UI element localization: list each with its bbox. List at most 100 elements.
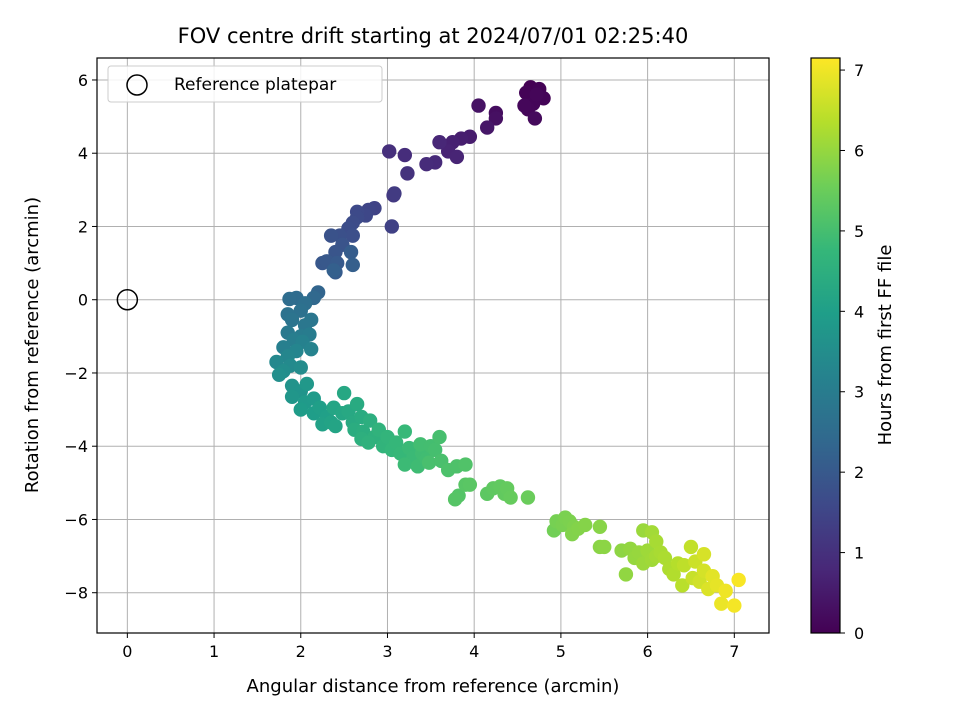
data-point — [432, 429, 447, 445]
data-point — [384, 219, 400, 234]
data-point — [382, 144, 397, 159]
data-point — [328, 418, 343, 434]
data-point — [271, 367, 287, 382]
x-axis-ticks: 0 1 2 3 4 5 6 7 — [122, 633, 739, 661]
data-point — [718, 583, 733, 599]
data-point — [597, 539, 612, 555]
data-point — [336, 385, 352, 401]
colorbar-tick-label: 2 — [854, 463, 864, 482]
data-point — [649, 534, 664, 549]
reference-marker-layer — [116, 288, 139, 311]
data-point — [293, 402, 308, 417]
legend-entry-reference: Reference platepar — [174, 75, 336, 95]
y-tick-label: −8 — [64, 584, 88, 603]
y-tick-label: 4 — [78, 144, 88, 163]
data-points — [269, 80, 746, 613]
data-point — [284, 312, 300, 328]
data-point — [362, 413, 378, 428]
data-point — [520, 490, 536, 505]
y-tick-label: 6 — [78, 71, 88, 90]
y-tick-label: 2 — [78, 217, 88, 236]
x-tick-label: 7 — [729, 642, 739, 661]
data-point — [449, 149, 465, 165]
y-tick-label: −6 — [64, 510, 88, 529]
data-point — [488, 111, 504, 126]
y-tick-label: −2 — [64, 364, 88, 383]
data-point — [345, 228, 360, 243]
data-point — [361, 435, 376, 450]
data-point — [326, 263, 341, 278]
y-axis-label: Rotation from reference (arcmin) — [22, 197, 43, 493]
colorbar-tick-label: 5 — [854, 222, 864, 241]
data-point — [527, 111, 543, 126]
x-axis-label: Angular distance from reference (arcmin) — [247, 676, 620, 697]
data-point — [714, 596, 729, 611]
colorbar-label: Hours from first FF file — [875, 245, 896, 446]
data-point — [458, 457, 473, 472]
data-point — [284, 389, 300, 404]
data-point — [419, 157, 434, 172]
legend: Reference platepar — [107, 65, 383, 103]
x-tick-label: 4 — [469, 642, 479, 661]
colorbar-gradient — [810, 57, 841, 634]
x-tick-label: 1 — [209, 642, 219, 661]
data-point — [427, 442, 443, 458]
data-point — [675, 578, 690, 593]
data-point — [323, 228, 339, 243]
data-point — [577, 517, 593, 533]
plot-frame — [96, 57, 770, 634]
legend-marker-icon — [126, 74, 148, 96]
data-point — [462, 477, 478, 492]
x-tick-label: 6 — [643, 642, 653, 661]
colorbar-tick-label: 3 — [854, 383, 864, 402]
x-tick-label: 2 — [296, 642, 306, 661]
data-point — [397, 424, 413, 439]
data-point — [666, 567, 681, 582]
data-point — [293, 360, 308, 375]
reference-platepar-marker — [116, 288, 139, 311]
data-point — [676, 558, 692, 573]
data-point — [432, 135, 447, 150]
data-point — [299, 376, 315, 392]
colorbar: 0 1 2 3 4 5 6 7 Hours from first FF file — [810, 57, 896, 643]
colorbar-tick-label: 7 — [854, 61, 864, 80]
data-point — [503, 490, 518, 505]
y-axis-ticks: −8 −6 −4 −2 0 2 4 6 — [64, 71, 97, 603]
y-tick-label: −4 — [64, 437, 88, 456]
colorbar-tick-label: 4 — [854, 302, 864, 321]
x-tick-label: 5 — [556, 642, 566, 661]
data-point — [400, 166, 415, 181]
data-point — [421, 455, 437, 470]
data-point — [618, 567, 634, 582]
colorbar-tick-label: 6 — [854, 141, 864, 160]
data-point — [328, 244, 343, 260]
data-point — [293, 303, 308, 318]
data-point — [592, 519, 608, 534]
data-point — [657, 550, 673, 566]
data-point — [731, 572, 746, 588]
x-tick-label: 3 — [382, 642, 392, 661]
data-point — [349, 396, 365, 412]
data-point — [683, 539, 699, 555]
data-point — [303, 341, 319, 357]
y-tick-label: 0 — [78, 291, 88, 310]
data-point — [529, 87, 544, 102]
data-point — [345, 257, 360, 273]
data-point — [727, 598, 742, 613]
x-tick-label: 0 — [122, 642, 132, 661]
grid-lines — [97, 58, 769, 633]
data-point — [397, 147, 413, 163]
data-point — [479, 120, 495, 135]
data-point — [388, 435, 404, 450]
colorbar-tick-label: 1 — [854, 544, 864, 563]
data-point — [282, 291, 297, 307]
data-point — [447, 492, 463, 507]
legend-box — [107, 65, 383, 103]
chart-title: FOV centre drift starting at 2024/07/01 … — [178, 24, 689, 48]
data-point — [387, 186, 402, 201]
data-point — [696, 547, 712, 562]
colorbar-tick-label: 0 — [854, 624, 864, 643]
data-point — [343, 244, 359, 260]
data-point — [517, 98, 532, 113]
